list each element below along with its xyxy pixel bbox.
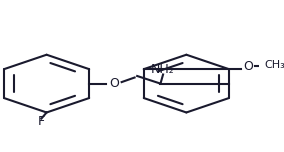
- Text: F: F: [38, 115, 45, 128]
- Text: O: O: [109, 77, 119, 90]
- Text: CH₃: CH₃: [264, 60, 284, 70]
- Text: O: O: [244, 60, 253, 73]
- Text: NH₂: NH₂: [151, 63, 175, 76]
